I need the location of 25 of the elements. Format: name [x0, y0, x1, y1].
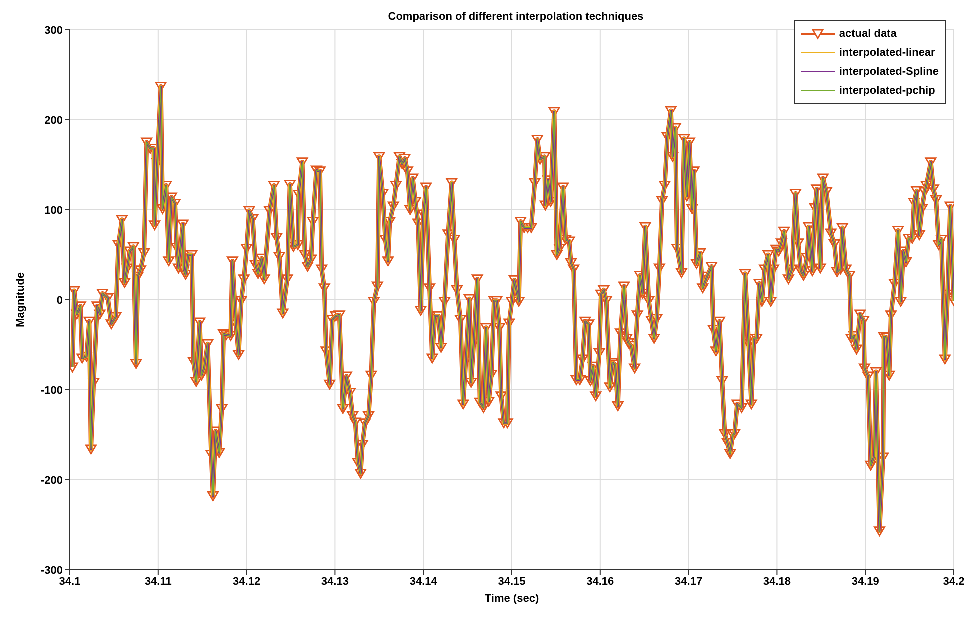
x-tick-label: 34.15 — [498, 576, 526, 588]
x-tick-label: 34.17 — [675, 576, 703, 588]
legend-label: interpolated-Spline — [839, 66, 939, 78]
x-tick-label: 34.1 — [59, 576, 81, 588]
y-tick-label: -300 — [40, 564, 63, 577]
x-tick-label: 34.2 — [943, 576, 965, 588]
x-tick-label: 34.14 — [410, 576, 438, 588]
x-tick-label: 34.19 — [852, 576, 880, 588]
x-tick-label: 34.12 — [233, 576, 261, 588]
y-axis-title: Magnitude — [14, 272, 27, 328]
y-tick-label: 0 — [56, 294, 63, 307]
x-axis-title: Time (sec) — [484, 592, 540, 605]
legend-label: interpolated-pchip — [839, 84, 936, 96]
y-tick-label: 100 — [44, 204, 63, 217]
x-tick-label: 34.16 — [586, 576, 614, 588]
y-tick-label: 200 — [44, 114, 63, 127]
x-tick-label: 34.13 — [321, 576, 349, 588]
x-tick-label: 34.18 — [763, 576, 791, 588]
legend-label: actual data — [839, 28, 897, 40]
y-tick-label: -100 — [40, 384, 63, 397]
chart-title: Comparison of different interpolation techniques — [387, 11, 645, 23]
y-tick-label: 300 — [44, 24, 63, 37]
x-tick-label: 34.11 — [144, 576, 172, 588]
legend-label: interpolated-linear — [839, 46, 936, 58]
y-tick-label: -200 — [40, 474, 63, 487]
